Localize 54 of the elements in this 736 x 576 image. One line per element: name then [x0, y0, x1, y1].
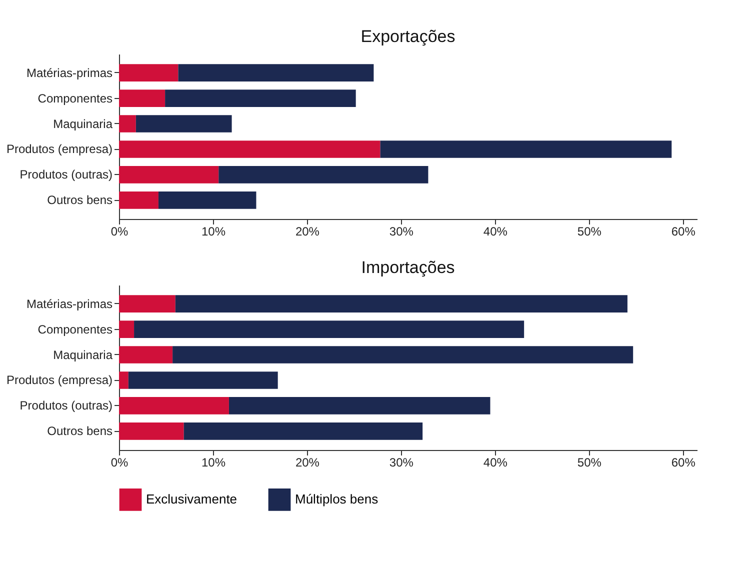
y-tick-label: Produtos (outras): [20, 168, 112, 182]
x-tick-label: 30%: [389, 456, 414, 470]
bar: [119, 372, 128, 389]
y-tick-label: Outros bens: [47, 424, 112, 438]
x-tick-label: 10%: [201, 456, 226, 470]
bar: [218, 166, 428, 184]
bar: [128, 372, 278, 389]
x-tick-label: 20%: [295, 224, 320, 238]
bar: [119, 64, 178, 82]
bar: [134, 320, 524, 338]
x-tick-label: 20%: [295, 456, 320, 470]
bar: [119, 346, 173, 364]
x-tick-label: 50%: [577, 456, 602, 470]
bar: [119, 295, 176, 312]
bar: [184, 422, 423, 440]
y-tick-label: Matérias-primas: [26, 296, 112, 311]
bar: [119, 166, 219, 184]
bar: [380, 140, 672, 158]
x-tick-label: 40%: [483, 456, 508, 470]
x-tick-label: 10%: [201, 224, 226, 238]
bar: [158, 192, 256, 209]
legend-label: Múltiplos bens: [295, 492, 379, 507]
bar: [119, 115, 136, 132]
bar: [175, 295, 628, 312]
y-tick-label: Matérias-primas: [26, 66, 112, 80]
bar: [119, 422, 184, 440]
x-tick-label: 0%: [110, 456, 128, 470]
y-tick-label: Produtos (empresa): [6, 142, 112, 156]
bar: [165, 90, 356, 107]
x-tick-label: 30%: [389, 224, 414, 238]
x-tick-label: 0%: [110, 224, 128, 238]
y-tick-label: Maquinaria: [53, 348, 113, 362]
chart-title: Exportações: [360, 27, 456, 46]
x-tick-label: 60%: [671, 224, 696, 238]
bar: [136, 115, 232, 132]
legend-label: Exclusivamente: [146, 492, 238, 507]
y-tick-label: Produtos (empresa): [6, 373, 112, 388]
bar: [228, 397, 490, 414]
chart-title: Importações: [361, 258, 455, 277]
bar: [119, 397, 229, 414]
y-tick-label: Outros bens: [47, 193, 112, 208]
y-tick-label: Componentes: [38, 322, 112, 336]
bar: [172, 346, 634, 364]
bar: [119, 192, 158, 209]
bar: [119, 140, 380, 158]
x-tick-label: 50%: [577, 224, 602, 238]
y-tick-label: Produtos (outras): [20, 398, 112, 413]
x-tick-label: 40%: [483, 224, 508, 238]
bar: [178, 64, 374, 82]
bar: [119, 320, 134, 338]
y-tick-label: Maquinaria: [53, 116, 113, 131]
x-tick-label: 60%: [671, 456, 696, 470]
bar: [119, 90, 166, 107]
y-tick-label: Componentes: [38, 91, 112, 106]
